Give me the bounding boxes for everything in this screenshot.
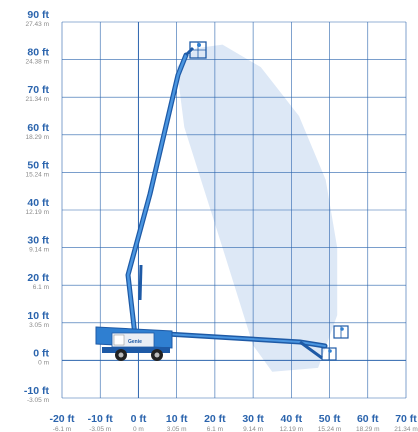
x-tick-label-ft: 70 ft xyxy=(395,413,417,425)
x-tick-label-ft: -10 ft xyxy=(88,413,114,425)
y-tick-label-ft: 60 ft xyxy=(27,122,49,134)
x-axis-labels: -20 ft-6.1 m -10 ft-3.05 m 0 ft0 m 10 ft3.0… xyxy=(49,413,417,432)
y-tick-label-m: 21.34 m xyxy=(26,96,50,103)
y-tick-label-ft: 50 ft xyxy=(27,159,49,171)
x-tick-label-m: 21.34 m xyxy=(394,426,418,432)
platform-raised xyxy=(333,325,349,339)
y-tick-label-m: -3.05 m xyxy=(27,397,49,404)
y-tick-label-m: 24.38 m xyxy=(26,59,50,66)
platform-top xyxy=(189,41,207,59)
x-tick-label-ft: 10 ft xyxy=(166,413,188,425)
y-tick-label-m: 9.14 m xyxy=(29,247,49,254)
x-tick-label-m: 18.29 m xyxy=(356,426,380,432)
x-tick-label-ft: 0 ft xyxy=(131,413,147,425)
x-tick-label-ft: 40 ft xyxy=(281,413,303,425)
working-envelope xyxy=(176,44,338,372)
y-tick-label-ft: 70 ft xyxy=(27,84,49,96)
x-tick-label-m: -3.05 m xyxy=(89,426,111,432)
y-tick-label-ft: -10 ft xyxy=(24,385,50,397)
x-tick-label-m: 6.1 m xyxy=(207,426,223,432)
machine-base xyxy=(95,326,173,361)
brand-label: Genie xyxy=(128,339,142,345)
y-tick-label-m: 0 m xyxy=(38,359,49,366)
y-tick-label-m: 27.43 m xyxy=(26,21,50,28)
y-tick-label-ft: 40 ft xyxy=(27,197,49,209)
y-tick-label-ft: 20 ft xyxy=(27,272,49,284)
y-tick-label-ft: 0 ft xyxy=(33,347,49,359)
y-tick-label-m: 12.19 m xyxy=(26,209,50,216)
y-tick-label-m: 6.1 m xyxy=(33,284,49,291)
y-tick-label-m: 3.05 m xyxy=(29,322,49,329)
y-tick-label-ft: 30 ft xyxy=(27,235,49,247)
y-tick-label-ft: 10 ft xyxy=(27,310,49,322)
x-tick-label-ft: -20 ft xyxy=(49,413,75,425)
y-tick-label-ft: 90 ft xyxy=(27,9,49,21)
x-tick-label-m: 15.24 m xyxy=(318,426,342,432)
x-tick-label-ft: 60 ft xyxy=(357,413,379,425)
x-tick-label-m: -6.1 m xyxy=(53,426,71,432)
y-tick-label-ft: 80 ft xyxy=(27,47,49,59)
x-tick-label-ft: 20 ft xyxy=(204,413,226,425)
platform-low xyxy=(321,347,337,361)
x-tick-label-m: 0 m xyxy=(133,426,144,432)
x-tick-label-ft: 30 ft xyxy=(242,413,264,425)
x-tick-label-ft: 50 ft xyxy=(319,413,341,425)
y-tick-label-m: 18.29 m xyxy=(26,134,50,141)
boom-vertical xyxy=(125,46,195,347)
x-tick-label-m: 3.05 m xyxy=(167,426,187,432)
x-tick-label-m: 12.19 m xyxy=(280,426,304,432)
x-tick-label-m: 9.14 m xyxy=(243,426,263,432)
y-tick-label-m: 15.24 m xyxy=(26,171,50,178)
